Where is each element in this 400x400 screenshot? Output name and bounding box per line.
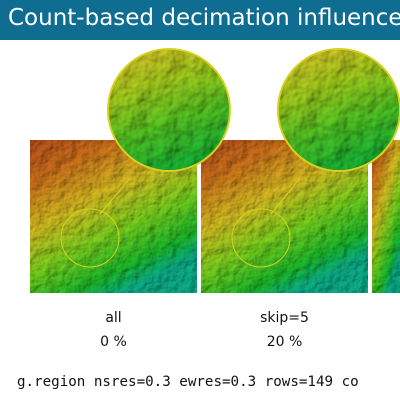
caption-skip5: skip=5 20 % bbox=[201, 306, 368, 354]
caption-label: all bbox=[105, 310, 122, 326]
caption-percent: 0 % bbox=[100, 334, 127, 350]
caption-percent: 20 % bbox=[266, 334, 303, 350]
highlight-circle bbox=[231, 208, 291, 268]
highlight-circle bbox=[60, 208, 120, 268]
title-bar: Count-based decimation influence on int bbox=[0, 0, 400, 40]
magnifier-skip5 bbox=[277, 48, 400, 172]
slide-title: Count-based decimation influence on int bbox=[8, 5, 400, 31]
caption-label: skip=5 bbox=[260, 310, 309, 326]
terrain-image-partial bbox=[372, 140, 400, 293]
caption-all: all 0 % bbox=[30, 306, 197, 354]
magnifier-all bbox=[107, 48, 231, 172]
terrain-relief-partial bbox=[372, 140, 400, 293]
command-line: g.region nsres=0.3 ewres=0.3 rows=149 co bbox=[17, 374, 359, 390]
